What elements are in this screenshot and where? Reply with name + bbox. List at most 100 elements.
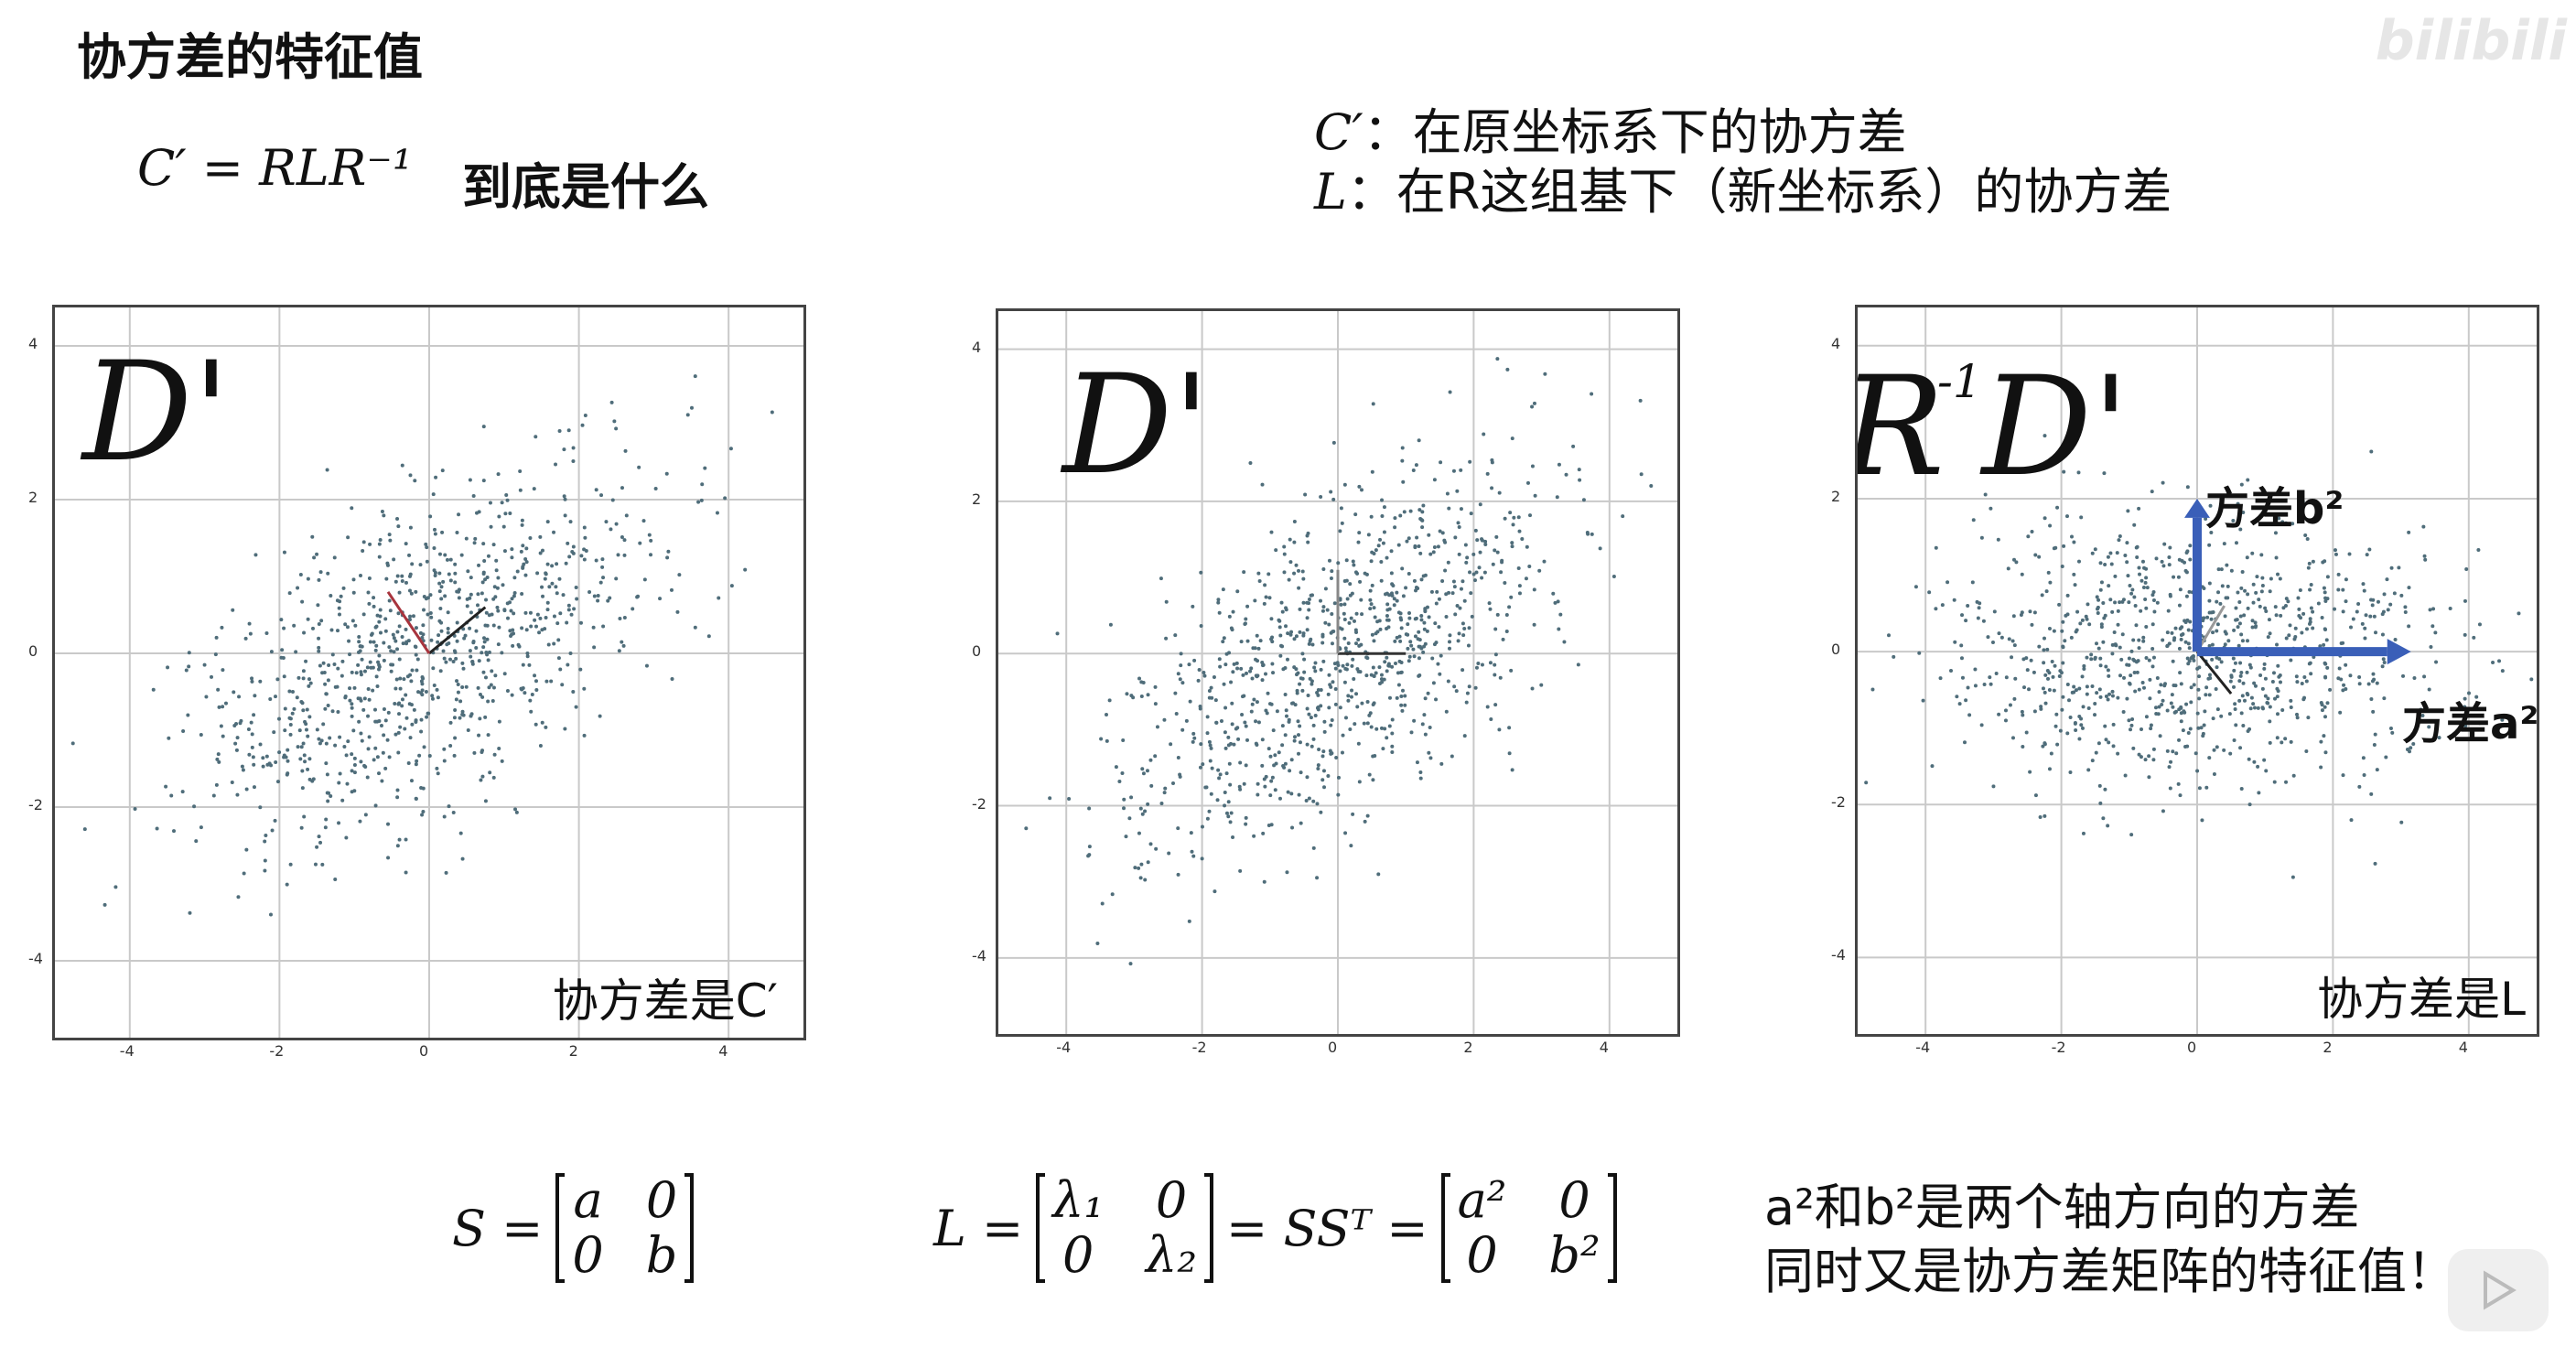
data-point <box>512 576 517 580</box>
l-matrix-2: a² 0 0 b² <box>1440 1173 1617 1283</box>
data-point <box>2080 618 2085 622</box>
data-point <box>2157 690 2161 695</box>
play-button[interactable] <box>2448 1249 2549 1331</box>
data-point <box>1451 579 1456 584</box>
data-point <box>1250 676 1255 681</box>
data-point <box>578 667 583 672</box>
data-point <box>1307 608 1311 612</box>
data-point <box>2381 657 2386 662</box>
data-point <box>240 764 244 769</box>
data-point <box>151 687 156 692</box>
data-point <box>319 619 324 623</box>
data-point <box>220 625 224 630</box>
data-point <box>1389 549 1394 554</box>
data-point <box>1125 692 1129 696</box>
data-point <box>2294 712 2299 716</box>
data-point <box>2243 588 2247 593</box>
data-point <box>538 743 543 748</box>
data-point <box>400 697 404 702</box>
data-point <box>2033 793 2038 798</box>
data-point <box>387 755 392 759</box>
data-point <box>1223 746 1228 750</box>
data-point <box>658 597 663 601</box>
data-point <box>1352 676 1356 681</box>
data-point <box>500 501 504 505</box>
data-point <box>1162 791 1167 795</box>
data-point <box>1955 695 1959 699</box>
data-point <box>1383 660 1387 664</box>
data-point <box>1360 701 1364 706</box>
data-point <box>2024 730 2029 735</box>
data-point <box>545 608 550 612</box>
x-tick-label: -4 <box>119 1042 135 1060</box>
data-point <box>2093 655 2097 660</box>
data-point <box>1221 587 1225 592</box>
data-point <box>1970 580 1975 585</box>
data-point <box>2196 726 2201 730</box>
data-point <box>2247 662 2252 667</box>
data-point <box>1930 764 1935 769</box>
data-point <box>464 536 469 541</box>
data-point <box>2065 593 2070 598</box>
data-point <box>244 787 249 792</box>
data-point <box>518 488 523 492</box>
data-point <box>2251 582 2256 587</box>
data-point <box>2177 557 2182 562</box>
data-point <box>472 750 477 755</box>
data-point <box>1422 713 1427 717</box>
data-point <box>519 549 523 554</box>
data-point <box>2104 738 2108 742</box>
data-point <box>407 618 412 622</box>
data-point <box>2245 691 2249 695</box>
data-point <box>533 673 537 678</box>
data-point <box>2380 664 2385 669</box>
data-point <box>2022 685 2027 690</box>
data-point <box>515 569 520 574</box>
data-point <box>1590 532 1594 536</box>
data-point <box>534 679 538 684</box>
data-point <box>1376 544 1381 548</box>
data-point <box>1179 663 1183 668</box>
data-point <box>2363 636 2367 641</box>
data-point <box>2237 621 2242 626</box>
data-point <box>1389 571 1394 576</box>
data-point <box>1493 662 1497 667</box>
data-point <box>1500 560 1504 565</box>
data-point <box>358 649 362 653</box>
data-point <box>1343 831 1348 835</box>
data-point <box>503 512 508 516</box>
data-point <box>445 557 449 562</box>
data-point <box>436 695 440 700</box>
data-point <box>1493 627 1498 631</box>
data-point <box>2375 681 2379 685</box>
data-point <box>2369 792 2374 796</box>
data-point <box>2211 716 2215 721</box>
data-point <box>2237 600 2242 605</box>
data-point <box>2286 599 2290 604</box>
data-point <box>1473 528 1478 533</box>
data-point <box>594 488 598 492</box>
data-point <box>1979 723 1984 727</box>
data-point <box>452 716 457 720</box>
data-point <box>102 902 107 907</box>
data-point <box>2304 627 2309 631</box>
data-point <box>419 729 424 734</box>
data-point <box>2131 638 2136 642</box>
data-point <box>373 719 378 724</box>
data-point <box>2246 478 2250 482</box>
data-point <box>2223 614 2227 619</box>
data-point <box>2098 663 2103 668</box>
data-point <box>491 597 496 601</box>
data-point <box>2233 702 2237 706</box>
data-point <box>217 705 221 709</box>
data-point <box>2099 625 2104 630</box>
data-point <box>301 669 306 673</box>
data-point <box>2185 549 2190 554</box>
data-point <box>1095 941 1100 945</box>
data-point <box>1385 613 1389 618</box>
data-point <box>1423 732 1428 737</box>
data-point <box>199 825 203 830</box>
data-point <box>1277 796 1282 801</box>
data-point <box>547 585 552 589</box>
data-point <box>378 538 383 543</box>
